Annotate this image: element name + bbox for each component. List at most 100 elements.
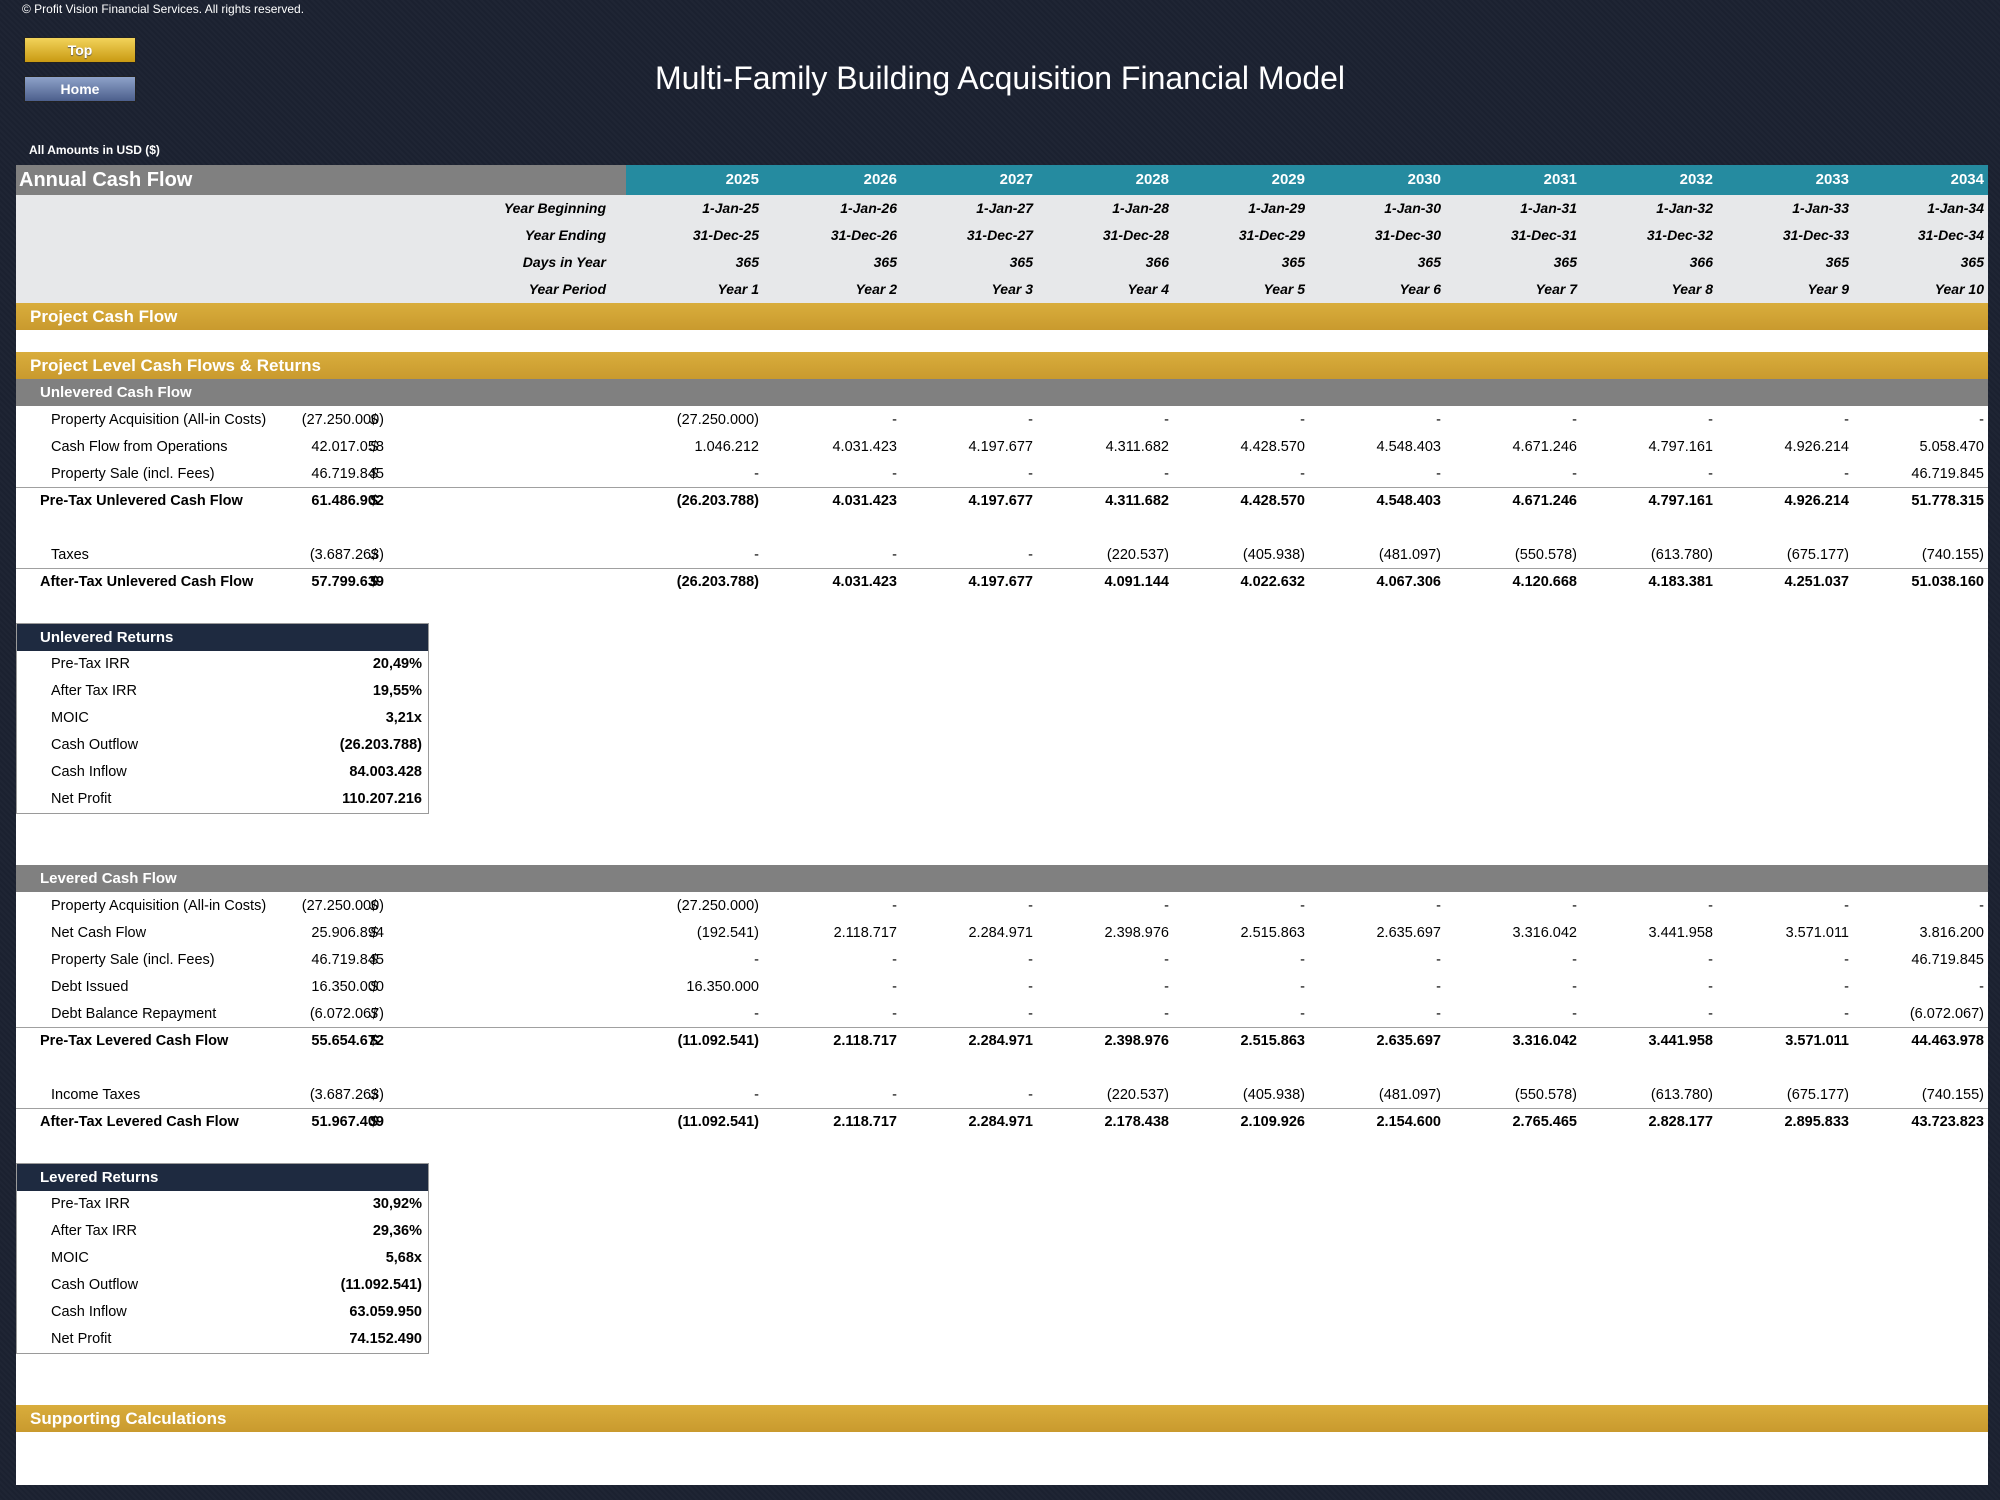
timeline-cell: 1-Jan-27 [976, 200, 1033, 216]
row-cell: 2.398.976 [1104, 925, 1169, 941]
returns-row: Net Profit 110.207.216 [17, 786, 428, 813]
row-cell: (6.072.067) [1909, 1006, 1984, 1022]
row-cell: - [892, 1087, 897, 1103]
row-cell: (27.250.000) [676, 898, 759, 914]
row-cell: - [1164, 466, 1169, 482]
row-total: 46.719.845 [311, 952, 384, 968]
unlevered-cash-flow-band: Unlevered Cash Flow [16, 379, 1988, 406]
row-cell: - [1300, 466, 1305, 482]
row-cell: 4.183.381 [1648, 574, 1713, 590]
returns-label: Net Profit [51, 791, 112, 807]
returns-value: 110.207.216 [342, 791, 422, 807]
years-header: 2025 2026 2027 2028 2029 2030 2031 2032 2033 2034 [626, 165, 1988, 195]
row-cell: 3.441.958 [1648, 925, 1713, 941]
row-cell: 4.671.246 [1512, 493, 1577, 509]
row-cell: - [892, 412, 897, 428]
year-header-cell: 2032 [1679, 171, 1713, 188]
timeline-cell: Year 1 [717, 281, 759, 297]
row-cell: - [1028, 898, 1033, 914]
row-cell: 16.350.000 [686, 979, 759, 995]
timeline-cell: 365 [1553, 254, 1577, 270]
row-cell: 4.428.570 [1240, 439, 1305, 455]
row-cell: - [1436, 1006, 1441, 1022]
row-cell: - [754, 547, 759, 563]
year-header-cell: 2031 [1543, 171, 1577, 188]
timeline-cell: Year 5 [1263, 281, 1305, 297]
row-cell: 2.118.717 [833, 1114, 897, 1130]
timeline-cell: 365 [873, 254, 897, 270]
timeline-cell: 1-Jan-29 [1248, 200, 1305, 216]
row-cell: 2.284.971 [968, 925, 1033, 941]
returns-row: MOIC 3,21x [17, 705, 428, 732]
row-cell: 4.067.306 [1376, 574, 1441, 590]
currency-symbol: $ [370, 979, 379, 995]
row-cell: (11.092.541) [677, 1033, 759, 1049]
timeline-label: Year Ending [524, 227, 606, 243]
returns-value: 30,92% [372, 1196, 422, 1212]
row-cell: - [892, 466, 897, 482]
returns-value: 29,36% [372, 1223, 422, 1239]
row-cell: - [1164, 898, 1169, 914]
currency-symbol: $ [370, 1033, 379, 1049]
timeline-cell: 1-Jan-26 [840, 200, 897, 216]
timeline-cell: 1-Jan-32 [1656, 200, 1713, 216]
returns-label: Cash Inflow [51, 764, 127, 780]
timeline-cell: 31-Dec-32 [1646, 227, 1713, 243]
row-cell: - [1572, 466, 1577, 482]
row-cell: 4.022.632 [1240, 574, 1305, 590]
row-cell: - [1979, 412, 1984, 428]
returns-label: Pre-Tax IRR [51, 1196, 130, 1212]
timeline-cell: Year 9 [1807, 281, 1849, 297]
table-row: Net Cash Flow $25.906.894 (192.541) 2.118.7… [16, 920, 1988, 947]
row-cell: - [1028, 412, 1033, 428]
row-cell: - [892, 547, 897, 563]
row-cell: 4.197.677 [968, 493, 1033, 509]
returns-label: Net Profit [51, 1331, 112, 1347]
row-cell: (613.780) [1650, 1087, 1713, 1103]
timeline-cell: 31-Dec-25 [692, 227, 759, 243]
row-label: Cash Flow from Operations [51, 439, 228, 455]
timeline-row-year-ending: Year Ending 31-Dec-25 31-Dec-26 31-Dec-27 31… [16, 222, 1988, 249]
timeline-cell: 1-Jan-34 [1927, 200, 1984, 216]
row-cell: 46.719.845 [1911, 952, 1984, 968]
row-cell: - [1300, 412, 1305, 428]
returns-row: Pre-Tax IRR 30,92% [17, 1191, 428, 1218]
row-cell: 4.031.423 [832, 493, 897, 509]
row-cell: (192.541) [696, 925, 759, 941]
timeline-cell: 365 [1417, 254, 1441, 270]
row-cell: - [1572, 412, 1577, 428]
row-cell: (26.203.788) [676, 574, 759, 590]
timeline-cell: 365 [1281, 254, 1305, 270]
row-cell: 4.311.682 [1105, 439, 1169, 455]
row-label: Pre-Tax Levered Cash Flow [40, 1033, 229, 1049]
row-total: (6.072.067) [309, 1006, 384, 1022]
row-cell: - [1979, 979, 1984, 995]
row-cell: 2.515.863 [1240, 925, 1305, 941]
year-header-cell: 2026 [863, 171, 897, 188]
row-cell: (27.250.000) [676, 412, 759, 428]
row-divider [16, 1027, 1988, 1028]
project-level-band: Project Level Cash Flows & Returns [16, 352, 1988, 379]
row-cell: 2.895.833 [1784, 1114, 1849, 1130]
row-cell: - [1164, 979, 1169, 995]
timeline-cell: 31-Dec-33 [1782, 227, 1849, 243]
timeline-cell: 1-Jan-33 [1792, 200, 1849, 216]
row-cell: - [1436, 952, 1441, 968]
top-button[interactable]: Top [24, 37, 136, 63]
year-header-cell: 2030 [1407, 171, 1441, 188]
returns-label: Cash Inflow [51, 1304, 127, 1320]
returns-row: Cash Outflow (11.092.541) [17, 1272, 428, 1299]
row-cell: - [1844, 979, 1849, 995]
row-total: 16.350.000 [311, 979, 384, 995]
row-cell: - [1164, 1006, 1169, 1022]
home-button[interactable]: Home [24, 76, 136, 102]
timeline-cell: 365 [1009, 254, 1033, 270]
supporting-calculations-band: Supporting Calculations [16, 1405, 1988, 1432]
row-cell: - [1300, 898, 1305, 914]
returns-label: After Tax IRR [51, 683, 137, 699]
timeline-label: Year Beginning [503, 200, 606, 216]
row-total: 25.906.894 [311, 925, 384, 941]
currency-symbol: $ [370, 1114, 379, 1130]
row-cell: - [1572, 952, 1577, 968]
row-cell: 4.311.682 [1105, 493, 1169, 509]
